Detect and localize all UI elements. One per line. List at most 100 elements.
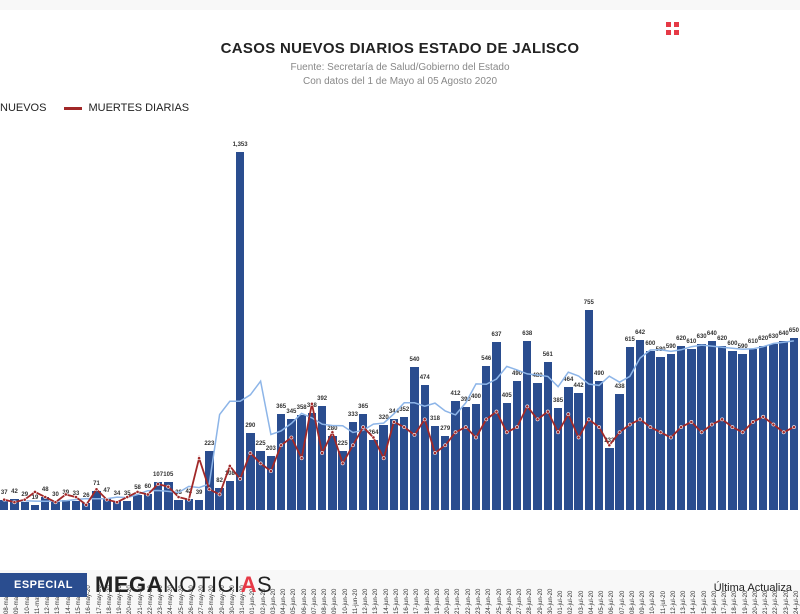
bar-label: 344 — [389, 409, 399, 415]
bar: 264 — [369, 440, 377, 510]
bar: 442 — [574, 393, 582, 510]
bar-label: 640 — [779, 331, 789, 337]
bar-label: 480 — [533, 373, 543, 379]
bar-label: 630 — [697, 334, 707, 340]
bar: 203 — [267, 456, 275, 510]
bar-label: 610 — [748, 339, 758, 345]
bar-label: 630 — [768, 334, 778, 340]
bar: 279 — [441, 436, 449, 510]
bar: 368 — [308, 413, 316, 510]
bar-label: 590 — [666, 344, 676, 350]
bar: 223 — [205, 451, 213, 510]
bar: 590 — [667, 354, 675, 510]
bar: 48 — [41, 497, 49, 510]
bar-label: 352 — [399, 407, 409, 413]
bar-label: 610 — [686, 339, 696, 345]
bar: 600 — [728, 351, 736, 510]
brand-accent: A — [241, 572, 257, 597]
bar: 352 — [400, 417, 408, 510]
bar-label: 385 — [553, 398, 563, 404]
chart-subtitle: Fuente: Secretaría de Salud/Gobierno del… — [0, 61, 800, 89]
bar: 225 — [338, 451, 346, 510]
bar: 30 — [51, 502, 59, 510]
menu-dots-icon[interactable] — [666, 22, 680, 36]
bar: 42 — [185, 499, 193, 510]
footer: ESPECIAL MEGANOTICIAS Última Actualiza — [0, 570, 800, 600]
bar-label: 26 — [83, 493, 90, 499]
bar-label: 71 — [93, 481, 100, 487]
bar: 490 — [595, 381, 603, 511]
bar: 280 — [328, 436, 336, 510]
bar-label: 600 — [645, 341, 655, 347]
bar-label: 405 — [502, 393, 512, 399]
bar-label: 438 — [615, 384, 625, 390]
bar: 546 — [482, 366, 490, 510]
bar: 412 — [451, 401, 459, 510]
bar: 29 — [21, 502, 29, 510]
brand-suffix: S — [257, 572, 272, 597]
bar-label: 203 — [266, 446, 276, 452]
bar-label: 38 — [175, 490, 182, 496]
bar-label: 39 — [196, 490, 203, 496]
source-text: Fuente: Secretaría de Salud/Gobierno del… — [290, 62, 509, 73]
bar: 540 — [410, 367, 418, 510]
bar-label: 290 — [245, 423, 255, 429]
bar: 620 — [718, 346, 726, 510]
bar: 392 — [318, 406, 326, 510]
bar-label: 638 — [522, 331, 532, 337]
especial-pill: ESPECIAL — [0, 573, 87, 597]
bar-label: 358 — [297, 405, 307, 411]
bar-label: 642 — [635, 330, 645, 336]
bar-label: 620 — [758, 336, 768, 342]
legend-muertes: MUERTES DIARIAS — [64, 102, 189, 114]
bar-label: 225 — [256, 441, 266, 447]
bar: 755 — [585, 310, 593, 510]
bar-label: 29 — [21, 492, 28, 498]
bar: 405 — [503, 403, 511, 510]
bar: 26 — [82, 503, 90, 510]
bar: 105 — [164, 482, 172, 510]
bar: 318 — [431, 426, 439, 510]
bar: 1,353 — [236, 152, 244, 510]
bar: 650 — [790, 338, 798, 510]
bar: 480 — [533, 383, 541, 510]
bar: 358 — [297, 415, 305, 510]
bar-label: 33 — [73, 491, 80, 497]
bar-label: 490 — [594, 371, 604, 377]
bar: 610 — [749, 349, 757, 510]
bar-label: 490 — [512, 371, 522, 377]
bar-label: 233 — [604, 438, 614, 444]
bar-label: 474 — [420, 375, 430, 381]
bar-label: 650 — [789, 328, 799, 334]
bar-label: 580 — [656, 347, 666, 353]
bar: 345 — [287, 419, 295, 510]
bar-label: 755 — [584, 300, 594, 306]
bar: 107 — [154, 482, 162, 510]
bar: 615 — [626, 347, 634, 510]
bar-label: 615 — [625, 337, 635, 343]
bar-label: 464 — [563, 377, 573, 383]
bar: 474 — [421, 385, 429, 510]
bar: 400 — [472, 404, 480, 510]
bar-label: 320 — [379, 415, 389, 421]
bar: 60 — [144, 494, 152, 510]
bar-label: 637 — [491, 332, 501, 338]
bar-label: 345 — [286, 409, 296, 415]
bar: 35 — [123, 501, 131, 510]
bar: 637 — [492, 342, 500, 510]
legend-nuevos: NUEVOS — [0, 102, 46, 114]
bar: 365 — [359, 414, 367, 510]
plot-area: 3742291948303933267147343558601071053842… — [0, 140, 800, 510]
bar-label: 225 — [338, 441, 348, 447]
bar-label: 58 — [134, 485, 141, 491]
bar: 38 — [174, 500, 182, 510]
bar-label: 107 — [153, 472, 163, 478]
bar-label: 19 — [32, 495, 39, 501]
bar-label: 280 — [327, 426, 337, 432]
bar: 225 — [256, 451, 264, 510]
bar: 37 — [0, 500, 8, 510]
bar-label: 108 — [225, 471, 235, 477]
bar-label: 365 — [276, 404, 286, 410]
bar: 620 — [759, 346, 767, 510]
bar-label: 1,353 — [233, 142, 248, 148]
